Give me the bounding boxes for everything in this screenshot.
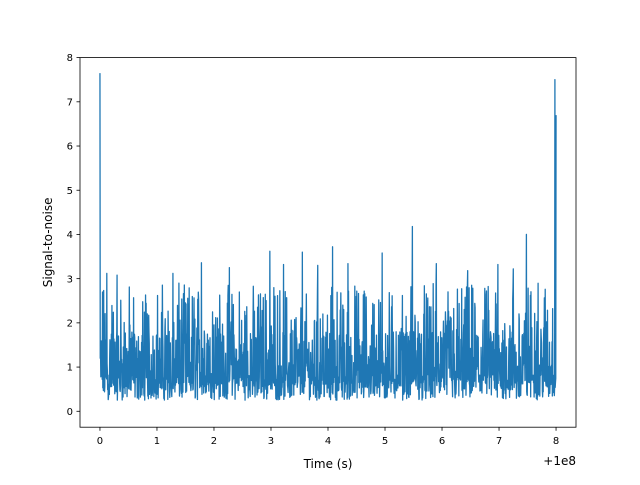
x-tick-label: 7 [496,436,502,447]
x-axis-offset-text: +1e8 [543,454,576,468]
y-tick-label: 8 [67,53,73,64]
x-tick-label: 5 [382,436,388,447]
y-tick-label: 3 [67,274,73,285]
plot-area [99,73,557,401]
series-line [99,73,557,401]
x-tick-label: 8 [553,436,559,447]
y-axis-ticks: 0 1 2 3 4 5 6 7 8 [67,53,80,418]
x-tick-label: 0 [97,436,103,447]
y-tick-label: 7 [67,97,73,108]
x-tick-label: 1 [154,436,160,447]
y-tick-label: 6 [67,142,73,153]
y-tick-label: 5 [67,186,73,197]
x-tick-label: 6 [439,436,445,447]
x-tick-label: 4 [325,436,331,447]
y-tick-label: 0 [67,407,73,418]
y-axis-label: Signal-to-noise [41,198,55,288]
y-tick-label: 4 [67,230,73,241]
x-tick-label: 3 [268,436,274,447]
x-axis-ticks: 0 1 2 3 4 5 6 7 8 [97,427,559,447]
x-tick-label: 2 [211,436,217,447]
y-tick-label: 2 [67,318,73,329]
y-tick-label: 1 [67,363,73,374]
x-axis-label: Time (s) [303,457,353,471]
